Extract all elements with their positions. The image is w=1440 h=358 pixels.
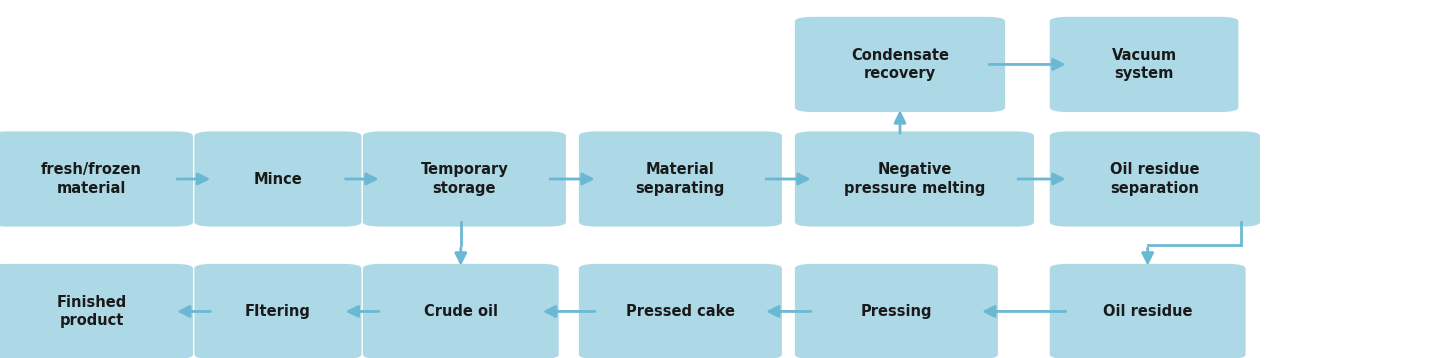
- FancyBboxPatch shape: [795, 264, 998, 358]
- Text: Pressed cake: Pressed cake: [626, 304, 734, 319]
- FancyBboxPatch shape: [363, 131, 566, 227]
- Text: Oil residue
separation: Oil residue separation: [1110, 162, 1200, 196]
- FancyBboxPatch shape: [579, 131, 782, 227]
- Text: Negative
pressure melting: Negative pressure melting: [844, 162, 985, 196]
- Text: Vacuum
system: Vacuum system: [1112, 48, 1176, 81]
- Text: fresh/frozen
material: fresh/frozen material: [40, 162, 143, 196]
- Text: Crude oil: Crude oil: [423, 304, 498, 319]
- FancyBboxPatch shape: [795, 131, 1034, 227]
- FancyBboxPatch shape: [1050, 264, 1246, 358]
- FancyBboxPatch shape: [0, 131, 193, 227]
- FancyBboxPatch shape: [579, 264, 782, 358]
- FancyBboxPatch shape: [363, 264, 559, 358]
- FancyBboxPatch shape: [0, 264, 193, 358]
- FancyBboxPatch shape: [795, 17, 1005, 112]
- Text: Mince: Mince: [253, 171, 302, 187]
- Text: Finished
product: Finished product: [56, 295, 127, 328]
- Text: Temporary
storage: Temporary storage: [420, 162, 508, 196]
- FancyBboxPatch shape: [1050, 131, 1260, 227]
- Text: Condensate
recovery: Condensate recovery: [851, 48, 949, 81]
- FancyBboxPatch shape: [1050, 17, 1238, 112]
- FancyBboxPatch shape: [194, 131, 361, 227]
- Text: Oil residue: Oil residue: [1103, 304, 1192, 319]
- Text: Pressing: Pressing: [861, 304, 932, 319]
- Text: Material
separating: Material separating: [635, 162, 726, 196]
- Text: FItering: FItering: [245, 304, 311, 319]
- FancyBboxPatch shape: [194, 264, 361, 358]
